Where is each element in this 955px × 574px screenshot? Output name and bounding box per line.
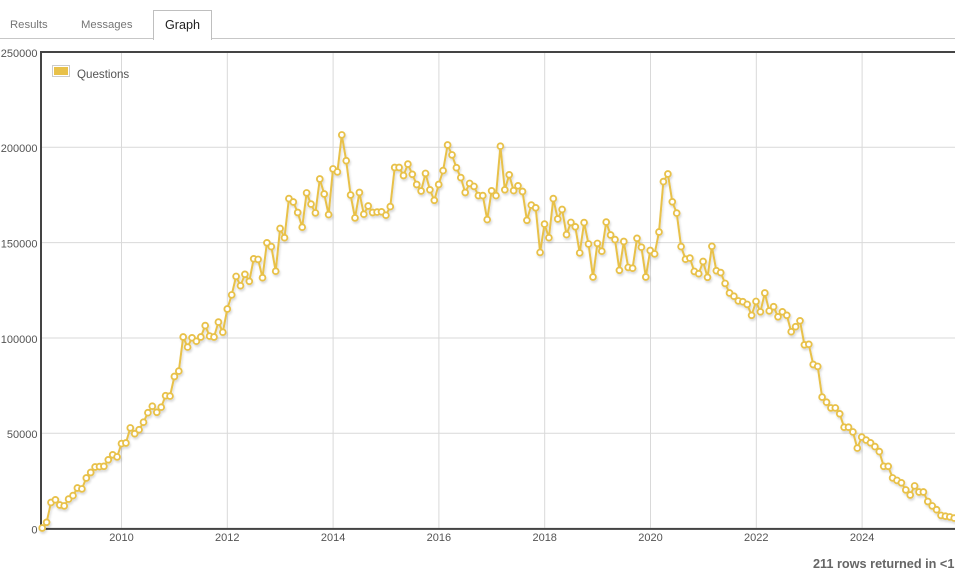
svg-text:2020: 2020 — [638, 532, 662, 544]
svg-text:250000: 250000 — [1, 48, 38, 60]
svg-text:2014: 2014 — [321, 532, 345, 544]
svg-text:2016: 2016 — [427, 532, 451, 544]
svg-text:200000: 200000 — [1, 143, 38, 155]
svg-text:100000: 100000 — [1, 334, 38, 346]
svg-text:50000: 50000 — [7, 429, 38, 441]
svg-text:2010: 2010 — [109, 532, 133, 544]
svg-text:2022: 2022 — [744, 532, 768, 544]
svg-text:0: 0 — [31, 524, 37, 536]
svg-text:150000: 150000 — [1, 238, 38, 250]
svg-text:2018: 2018 — [532, 532, 556, 544]
svg-text:2012: 2012 — [215, 532, 239, 544]
svg-text:2024: 2024 — [850, 532, 874, 544]
